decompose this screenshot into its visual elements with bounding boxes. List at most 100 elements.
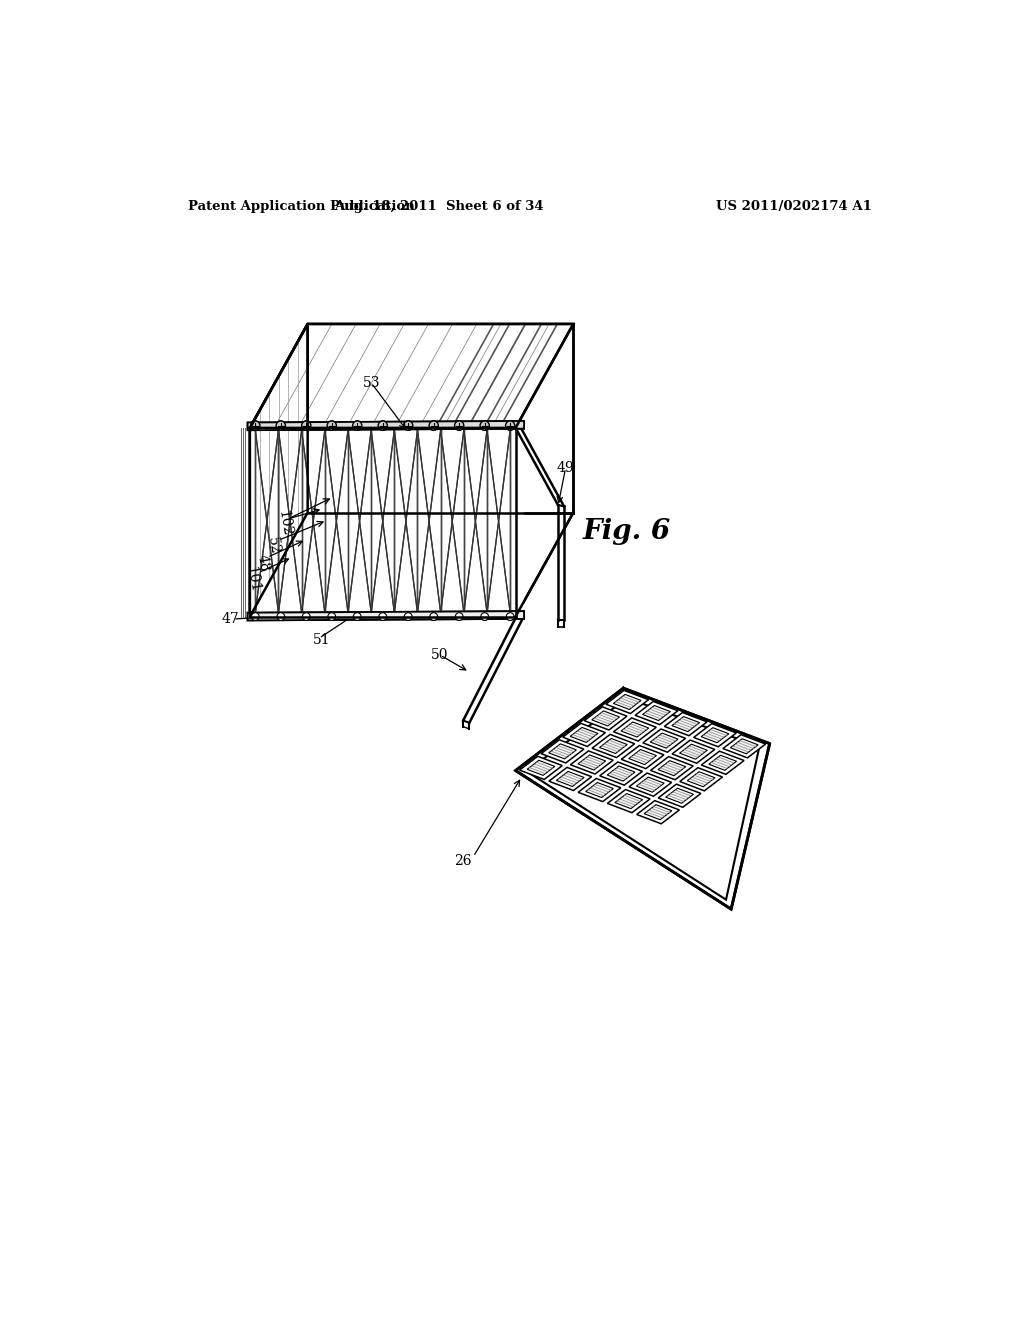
Polygon shape	[687, 772, 715, 787]
Polygon shape	[613, 718, 656, 741]
Polygon shape	[629, 774, 672, 796]
Circle shape	[429, 421, 438, 430]
Circle shape	[403, 421, 413, 430]
Polygon shape	[637, 777, 665, 792]
Circle shape	[430, 612, 437, 620]
Circle shape	[506, 612, 514, 620]
Polygon shape	[592, 711, 620, 726]
Polygon shape	[693, 723, 736, 747]
Polygon shape	[614, 793, 643, 809]
Text: 52: 52	[265, 536, 283, 556]
Polygon shape	[519, 756, 562, 779]
Circle shape	[353, 612, 361, 620]
Text: Aug. 18, 2011  Sheet 6 of 34: Aug. 18, 2011 Sheet 6 of 34	[334, 201, 544, 214]
Polygon shape	[586, 783, 613, 797]
Polygon shape	[606, 690, 648, 714]
Circle shape	[352, 421, 361, 430]
Polygon shape	[658, 784, 700, 808]
Circle shape	[506, 421, 515, 430]
Polygon shape	[672, 717, 699, 731]
Circle shape	[327, 421, 336, 430]
Circle shape	[352, 421, 361, 430]
Circle shape	[302, 612, 310, 620]
Polygon shape	[248, 611, 524, 620]
Circle shape	[480, 421, 489, 430]
Circle shape	[481, 612, 488, 620]
Circle shape	[456, 612, 463, 620]
Polygon shape	[599, 738, 628, 754]
Circle shape	[404, 612, 412, 620]
Polygon shape	[549, 744, 577, 759]
Circle shape	[455, 421, 464, 430]
Polygon shape	[701, 727, 729, 743]
Circle shape	[251, 421, 260, 430]
Polygon shape	[526, 698, 760, 900]
Polygon shape	[723, 735, 766, 758]
Circle shape	[302, 612, 310, 620]
Text: Patent Application Publication: Patent Application Publication	[188, 201, 415, 214]
Circle shape	[429, 421, 438, 430]
Polygon shape	[585, 706, 627, 730]
Polygon shape	[556, 771, 584, 787]
Polygon shape	[665, 713, 708, 735]
Circle shape	[252, 612, 259, 620]
Circle shape	[276, 421, 286, 430]
Text: 48: 48	[255, 553, 271, 573]
Text: 47: 47	[222, 612, 240, 626]
Circle shape	[455, 421, 464, 430]
Circle shape	[251, 421, 260, 430]
Polygon shape	[248, 421, 524, 430]
Polygon shape	[613, 694, 641, 709]
Circle shape	[378, 421, 387, 430]
Polygon shape	[650, 756, 693, 780]
Polygon shape	[527, 760, 555, 775]
Polygon shape	[637, 801, 679, 824]
Polygon shape	[578, 755, 605, 770]
Polygon shape	[570, 751, 613, 774]
Circle shape	[327, 421, 336, 430]
Circle shape	[302, 421, 311, 430]
Text: 102: 102	[275, 510, 294, 537]
Polygon shape	[666, 788, 693, 804]
Polygon shape	[542, 739, 584, 763]
Circle shape	[506, 421, 515, 430]
Polygon shape	[680, 768, 723, 791]
Polygon shape	[635, 701, 678, 725]
Circle shape	[456, 612, 463, 620]
Polygon shape	[643, 705, 671, 721]
Polygon shape	[622, 746, 664, 768]
Circle shape	[480, 421, 489, 430]
Circle shape	[404, 612, 412, 620]
Circle shape	[276, 612, 285, 620]
Circle shape	[252, 612, 259, 620]
Polygon shape	[248, 611, 524, 620]
Text: 51: 51	[312, 632, 331, 647]
Text: 50: 50	[431, 648, 449, 663]
Polygon shape	[248, 429, 524, 612]
Polygon shape	[592, 734, 635, 758]
Polygon shape	[730, 739, 758, 754]
Polygon shape	[563, 723, 605, 747]
Circle shape	[379, 612, 387, 620]
Polygon shape	[250, 323, 307, 616]
Circle shape	[403, 421, 413, 430]
Polygon shape	[515, 688, 770, 909]
Polygon shape	[250, 323, 573, 428]
Polygon shape	[549, 767, 592, 791]
Circle shape	[353, 612, 361, 620]
Text: 101: 101	[243, 565, 261, 594]
Polygon shape	[607, 789, 650, 813]
Polygon shape	[629, 750, 656, 764]
Polygon shape	[672, 741, 715, 763]
Polygon shape	[579, 779, 621, 801]
Text: Fig. 6: Fig. 6	[583, 519, 672, 545]
Circle shape	[378, 421, 387, 430]
Polygon shape	[607, 766, 635, 781]
Polygon shape	[644, 805, 672, 820]
Circle shape	[276, 421, 286, 430]
Polygon shape	[570, 727, 598, 742]
Polygon shape	[650, 733, 678, 748]
Circle shape	[328, 612, 336, 620]
Polygon shape	[701, 751, 744, 775]
Circle shape	[506, 612, 514, 620]
